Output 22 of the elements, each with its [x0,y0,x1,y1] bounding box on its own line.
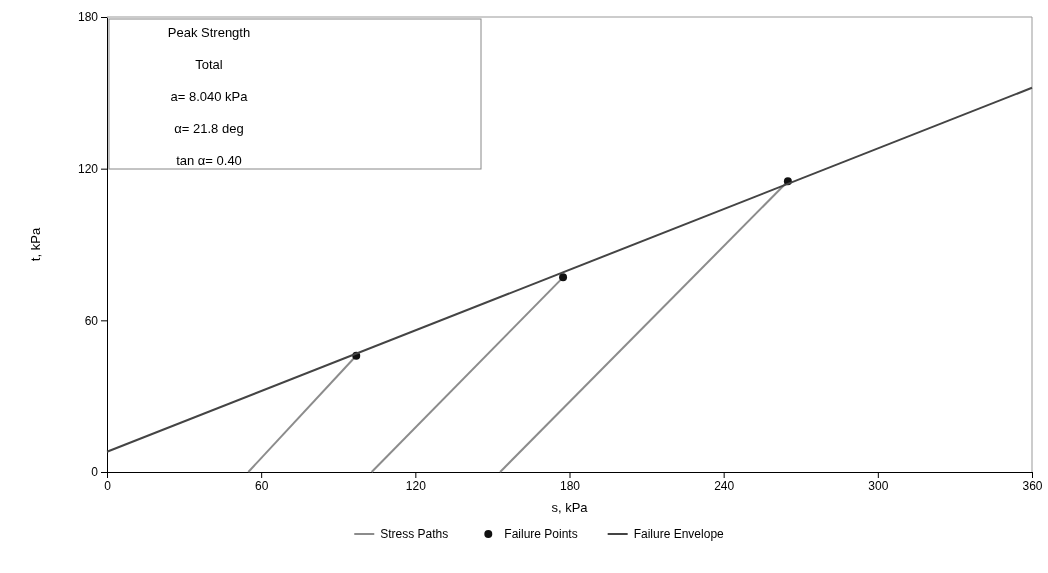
y-tick-label: 180 [77,10,99,25]
annotation: a= 8.040 kPa [170,89,249,104]
x-tick-label: 240 [714,478,735,493]
y-tick-label: 0 [91,465,99,480]
x-tick-label: 120 [405,478,427,493]
x-tick-label: 360 [1022,478,1043,493]
legend-label: Stress Paths [380,527,449,541]
x-tick-label: 180 [559,478,581,493]
point [559,273,568,282]
x-tick-label: 300 [868,478,889,493]
annotation: Total [195,57,223,72]
y-tick-label: 120 [77,162,99,177]
y-axis-title: t, kPa [28,227,43,262]
x-tick-label: 0 [104,478,112,493]
x-tick-label: 60 [254,478,269,493]
legend-label: Failure Points [504,527,578,541]
annotation: tan α= 0.40 [176,153,242,168]
legend-label: Failure Envelope [633,527,725,541]
annotation: α= 21.8 deg [174,121,244,136]
x-axis-title: s, kPa [551,500,589,515]
annotation: Peak Strength [167,25,251,40]
y-tick-label: 60 [84,313,99,328]
